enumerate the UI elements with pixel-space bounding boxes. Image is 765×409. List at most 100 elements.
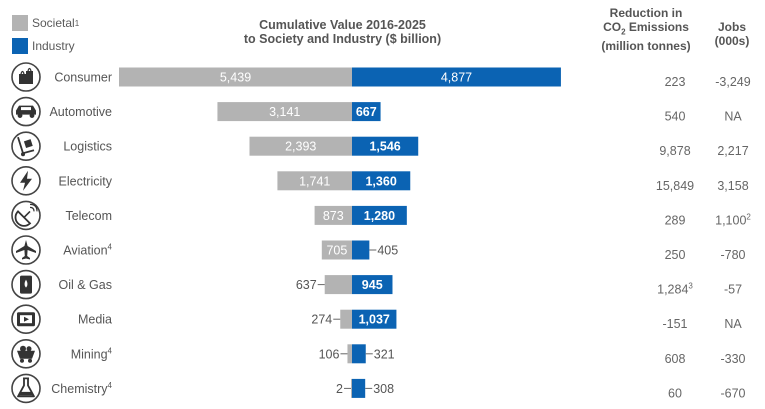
category-label: Consumer (54, 71, 112, 85)
oil-can-icon (11, 269, 41, 300)
legend-item-societal: Societal 1 (12, 14, 79, 32)
jobs-value: -330 (720, 352, 745, 366)
jobs-footnote: 2 (746, 212, 751, 221)
chart-title-line2: to Society and Industry ($ billion) (243, 32, 442, 46)
bar-industry (352, 309, 397, 329)
category-footnote: 4 (108, 243, 113, 252)
co2-footnote: 3 (688, 282, 693, 291)
satellite-dish-icon (11, 200, 41, 231)
bag-shape (26, 71, 33, 84)
bar-societal (217, 102, 352, 122)
bar-industry (352, 275, 393, 295)
bar-industry (352, 136, 419, 156)
bar-societal (249, 136, 352, 156)
category-label: Oil & Gas (59, 278, 113, 292)
chart-title-line1: Cumulative Value 2016-2025 (259, 18, 426, 32)
flask-shape (17, 377, 35, 398)
bar-societal (351, 378, 352, 398)
co2-value: 1,2843 (657, 282, 693, 297)
co2-value: 9,878 (659, 144, 690, 158)
co2-value: 540 (665, 110, 686, 124)
hand-truck-icon (11, 131, 41, 161)
mine-cart-icon (11, 338, 41, 369)
bar-label-industry: 4,877 (441, 71, 472, 85)
category-footnote: 4 (108, 346, 113, 355)
bar-societal (347, 344, 352, 364)
co2-header-sub: 2 (621, 27, 626, 37)
jobs-value: 1,1002 (715, 212, 751, 227)
co2-value: 250 (665, 248, 686, 262)
chart-row-automotive: Automotive 3,141 667 540 NA (11, 96, 742, 127)
bar-label-industry: 321 (374, 347, 395, 361)
legend-swatch-industry (12, 38, 28, 54)
bar-societal (324, 275, 352, 295)
co2-header-line2: CO2 Emissions (585, 20, 707, 39)
chart-row-consumer: Consumer 5,439 4,877 223 -3,249 (11, 62, 751, 92)
flask-liquid (19, 391, 33, 396)
co2-header-line1: Reduction in (609, 6, 683, 20)
bar-label-industry: 1,546 (369, 140, 400, 154)
flask-icon (11, 373, 41, 404)
bar-industry (352, 240, 370, 260)
bar-societal (321, 240, 352, 260)
bar-label-societal: 106 (319, 347, 340, 361)
cart-body (17, 350, 35, 359)
jobs-header-line2: (000s) (714, 34, 750, 48)
jobs-value: -3,249 (715, 75, 750, 89)
dish-arm (23, 210, 31, 218)
bar-label-industry: 1,280 (364, 209, 395, 223)
bar-label-societal: 873 (323, 209, 344, 223)
bar-label-societal: 274 (311, 313, 332, 327)
bar-industry (352, 171, 411, 191)
truck-box (23, 139, 33, 148)
plane-shape (16, 240, 36, 260)
car-window (21, 107, 31, 111)
co2-header-emissions: Emissions (625, 20, 689, 34)
category-label: Mining4 (71, 346, 113, 361)
bar-societal (314, 205, 352, 225)
jobs-value: -670 (720, 386, 745, 400)
dish-shape (14, 210, 32, 227)
co2-column-header: Reduction in CO2 Emissions (million tonn… (585, 6, 707, 53)
dish-signal (29, 203, 38, 212)
bar-label-industry: 405 (377, 244, 398, 258)
bar-label-societal: 637 (296, 278, 317, 292)
film-strip-icon (11, 304, 41, 335)
co2-value: 223 (665, 75, 686, 89)
bar-societal (277, 171, 352, 191)
legend: Societal 1 Industry (12, 14, 79, 60)
co2-value: 289 (665, 213, 686, 227)
legend-item-industry: Industry (12, 37, 79, 55)
bar-label-societal: 2 (336, 382, 343, 396)
jobs-value: NA (724, 110, 742, 124)
car-wheel (29, 113, 35, 118)
chart-row-mining: Mining4 106 321 608 -330 (11, 338, 746, 369)
category-label: Aviation4 (63, 243, 112, 258)
chart-row-media: Media 274 1,037 -151 NA (11, 304, 742, 335)
cart-ore (26, 346, 32, 352)
jobs-value: 3,158 (717, 179, 748, 193)
bar-label-industry: 945 (362, 278, 383, 292)
legend-swatch-societal (12, 15, 28, 31)
jobs-column-header: Jobs (000s) (708, 20, 756, 48)
bar-label-societal: 3,141 (269, 105, 300, 119)
bar-industry (352, 344, 366, 364)
bar-label-industry: 1,360 (365, 174, 396, 188)
bar-label-industry: 667 (356, 105, 377, 119)
bar-industry (352, 67, 561, 87)
category-label: Chemistry4 (51, 381, 112, 396)
airplane-icon (11, 235, 41, 265)
bag-shape (19, 74, 26, 84)
bar-industry (352, 378, 366, 398)
film-play (24, 316, 29, 322)
bolt-shape (20, 170, 32, 191)
jobs-value: -57 (724, 283, 742, 297)
bar-label-societal: 1,741 (299, 174, 330, 188)
co2-value: 15,849 (656, 179, 694, 193)
chart-row-logistics: Logistics 2,393 1,546 9,878 2,217 (11, 131, 749, 161)
jobs-value: -780 (720, 248, 745, 262)
category-footnote: 4 (108, 381, 113, 390)
cart-ore (20, 345, 26, 352)
jobs-value: NA (724, 317, 742, 331)
